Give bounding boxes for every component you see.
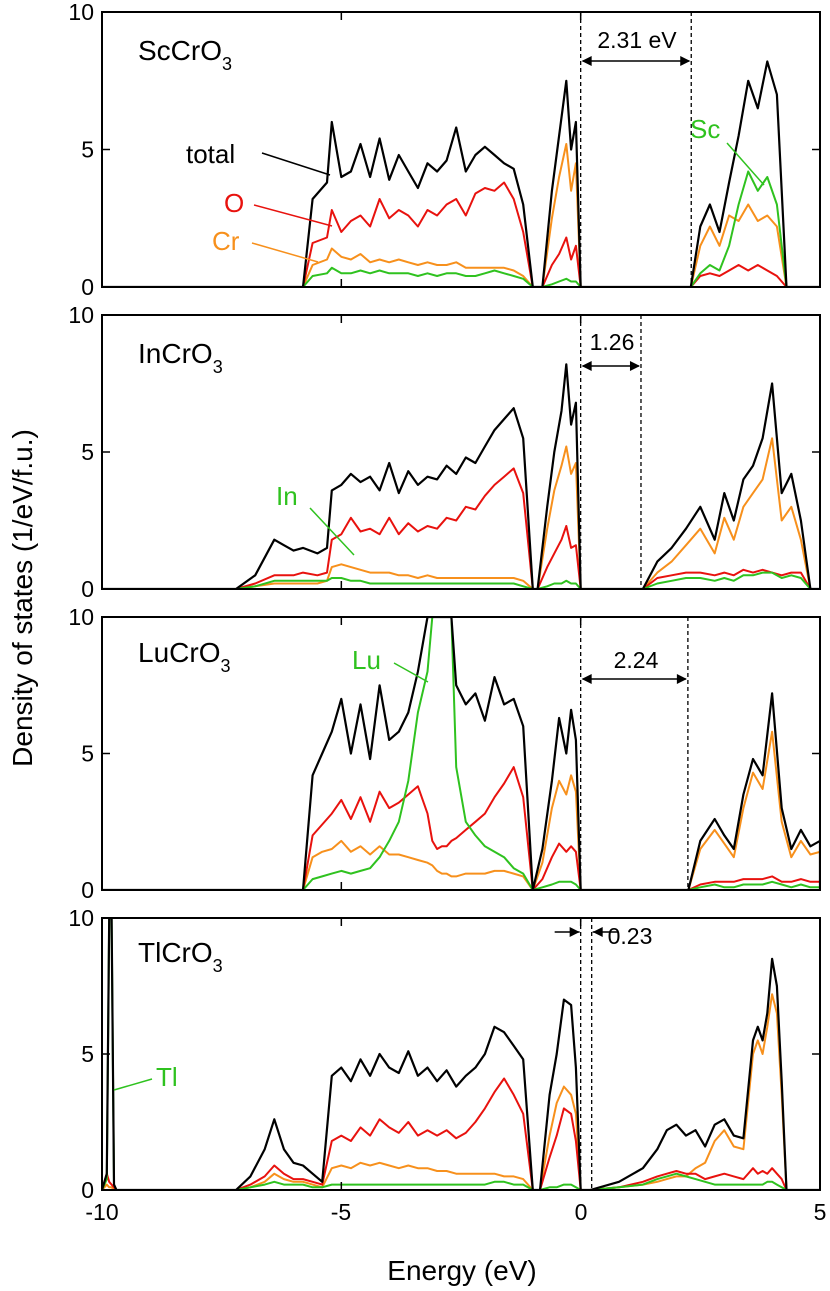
gap-arrow-head: [592, 927, 603, 937]
series-leader-line: [253, 204, 333, 227]
y-tick-label: 0: [81, 877, 94, 903]
compound-name: ScCrO: [138, 35, 222, 66]
dos-panel: 10 5 0 TlCrO3 Tl 0.23: [68, 905, 821, 1203]
dos-line-o: [102, 467, 820, 589]
dos-line-cr: [102, 730, 820, 890]
series-leader-line: [393, 662, 429, 683]
dos-line-cr: [102, 437, 820, 589]
series-leader-line: [726, 142, 765, 186]
dos-line-a: [102, 170, 820, 287]
y-tick-label: 10: [68, 302, 94, 328]
compound-name: InCrO: [138, 338, 213, 369]
series-leader-line: [113, 1078, 153, 1091]
x-tick-label: 5: [814, 1199, 827, 1225]
series-label-a: Sc: [690, 114, 720, 144]
gap-arrow-head: [581, 674, 592, 684]
gap-arrow-head: [676, 674, 687, 684]
x-tick-label: 0: [575, 1199, 588, 1225]
dos-line-o: [102, 181, 820, 287]
series-leader-line: [261, 152, 331, 176]
dos-line-total: [102, 918, 820, 1190]
y-tick-label: 10: [68, 905, 94, 931]
y-axis-label: Density of states (1/eV/f.u.): [7, 429, 38, 767]
gap-arrow-head: [581, 56, 592, 66]
dos-curves: [102, 60, 820, 287]
y-tick-label: 5: [81, 439, 94, 465]
dos-panel: 10 5 0 InCrO3 In 1.26: [68, 302, 821, 602]
panel-title: ScCrO3: [138, 35, 232, 74]
dos-curves: [102, 363, 820, 589]
series-leader-line: [309, 507, 355, 556]
dos-line-total: [102, 363, 820, 589]
series-leader-line: [251, 242, 319, 263]
series-label-a: Lu: [352, 645, 381, 675]
series-label-o: O: [224, 188, 244, 218]
y-tick-label: 10: [68, 0, 94, 25]
compound-subscript: 3: [213, 956, 223, 976]
y-tick-label: 0: [81, 274, 94, 300]
x-tick-label: -10: [85, 1199, 118, 1225]
x-axis-label: Energy (eV): [387, 1255, 536, 1286]
dos-line-o: [102, 766, 820, 890]
gap-label: 2.24: [614, 647, 659, 673]
gap-label: 1.26: [590, 329, 635, 355]
compound-subscript: 3: [220, 656, 230, 676]
dos-line-total: [102, 617, 820, 890]
gap-label: 0.23: [608, 923, 653, 949]
series-label-total: total: [186, 139, 235, 169]
gap-arrow-head: [629, 361, 640, 371]
y-tick-label: 5: [81, 137, 94, 163]
y-tick-label: 0: [81, 576, 94, 602]
dos-line-total: [102, 60, 820, 287]
compound-name: LuCrO: [138, 637, 220, 668]
compound-name: TlCrO: [138, 937, 213, 968]
dos-line-o: [102, 1077, 820, 1190]
y-tick-label: 10: [68, 604, 94, 630]
y-tick-label: 0: [81, 1177, 94, 1203]
compound-subscript: 3: [213, 357, 223, 377]
y-tick-label: 5: [81, 1041, 94, 1067]
dos-line-a: [102, 571, 820, 589]
dos-line-a: [102, 617, 820, 890]
panel-title: LuCrO3: [138, 637, 230, 676]
y-tick-label: 5: [81, 741, 94, 767]
dos-panel: 10 5 0 LuCrO3 Lu 2.24: [68, 604, 821, 903]
dos-curves: [102, 918, 820, 1190]
dos-curves: [102, 617, 820, 890]
gap-label: 2.31 eV: [597, 27, 677, 53]
series-label-cr: Cr: [212, 226, 240, 256]
gap-arrow-head: [581, 361, 592, 371]
gap-arrow-head: [680, 56, 691, 66]
dos-line-a: [102, 918, 820, 1190]
dos-panel: 10 5 0 ScCrO3 total O Cr Sc 2.31 eV: [68, 0, 821, 300]
dos-line-cr: [102, 143, 820, 287]
compound-subscript: 3: [222, 54, 232, 74]
panel-title: InCrO3: [138, 338, 223, 377]
x-tick-label: -5: [331, 1199, 351, 1225]
gap-arrow-head: [569, 927, 580, 937]
dos-line-cr: [102, 993, 820, 1190]
panel-title: TlCrO3: [138, 937, 223, 976]
series-label-a: Tl: [156, 1062, 178, 1092]
series-label-a: In: [276, 481, 298, 511]
